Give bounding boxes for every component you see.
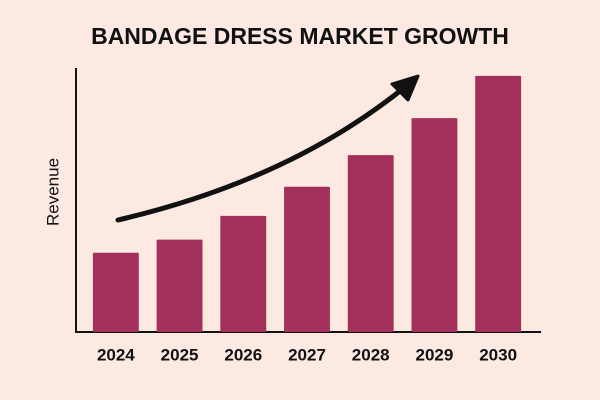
- bar: [220, 215, 267, 332]
- bar: [411, 118, 458, 332]
- trend-arrow: [115, 84, 408, 223]
- x-tick-label: 2029: [416, 345, 454, 364]
- y-axis-label: Revenue: [43, 158, 62, 226]
- bar: [284, 186, 330, 332]
- x-tick-label: 2028: [352, 345, 390, 364]
- bar: [475, 75, 522, 333]
- bar: [156, 239, 203, 332]
- bar: [92, 252, 139, 332]
- x-tick-label: 2030: [479, 345, 517, 364]
- x-tick-label: 2026: [224, 345, 262, 364]
- x-tick-label: 2024: [97, 345, 135, 364]
- x-tick-label: 2025: [161, 345, 199, 364]
- trend-arrow-head: [390, 74, 420, 102]
- bar: [347, 155, 394, 332]
- x-tick-label: 2027: [288, 345, 326, 364]
- bars: [92, 75, 522, 333]
- chart-title: BANDAGE DRESS MARKET GROWTH: [91, 23, 509, 49]
